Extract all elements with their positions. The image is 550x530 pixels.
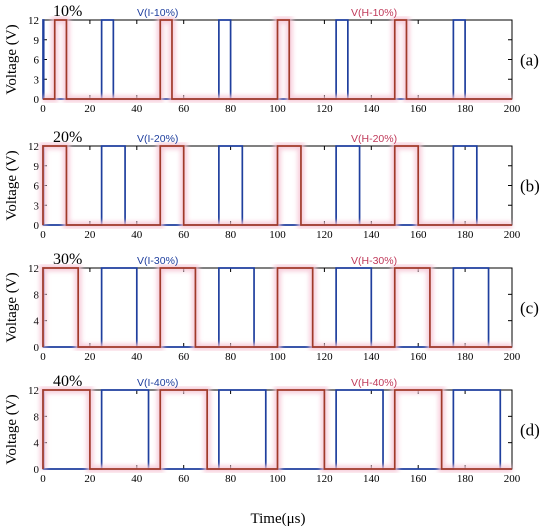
x-tick-label: 160: [410, 473, 427, 485]
legend-i: V(I-30%): [137, 255, 178, 267]
x-tick-label: 180: [457, 103, 474, 115]
panel-label: (c): [520, 299, 539, 318]
x-tick-label: 40: [131, 229, 143, 241]
duty-label: 40%: [53, 373, 82, 390]
x-tick-label: 100: [269, 473, 286, 485]
y-axis-label: Voltage (V): [4, 394, 20, 464]
duty-label: 20%: [53, 129, 82, 146]
x-tick-label: 40: [131, 351, 143, 363]
y-tick-label: 12: [28, 385, 39, 397]
legend-h: V(H-10%): [351, 7, 397, 19]
legend-h: V(H-40%): [351, 377, 397, 389]
legend-h: V(H-20%): [351, 133, 397, 145]
x-tick-label: 140: [363, 103, 380, 115]
series-line-h: [42, 145, 512, 226]
y-tick-label: 3: [34, 200, 40, 212]
duty-label: 10%: [53, 3, 82, 20]
panel-1: 0 20 40 60 80 100 120 140 160 180 200 0 3 6 9 12 V(I-10%…: [4, 3, 539, 115]
x-tick-label: 80: [225, 473, 237, 485]
x-tick-label: 0: [40, 473, 46, 485]
x-tick-label: 140: [363, 473, 380, 485]
series-line-i: [42, 267, 512, 348]
y-axis-label: Voltage (V): [4, 150, 20, 220]
x-tick-label: 120: [316, 351, 333, 363]
legend-i: V(I-10%): [137, 7, 178, 19]
legend-i: V(I-20%): [137, 133, 178, 145]
x-tick-label: 120: [316, 103, 333, 115]
x-tick-label: 140: [363, 229, 380, 241]
panel-label: (a): [520, 51, 539, 70]
y-tick-label: 9: [34, 161, 40, 173]
x-tick-label: 180: [457, 229, 474, 241]
x-tick-label: 60: [178, 473, 190, 485]
x-tick-label: 120: [316, 229, 333, 241]
x-tick-label: 200: [504, 103, 521, 115]
y-tick-label: 12: [28, 263, 39, 275]
x-tick-label: 20: [84, 103, 96, 115]
duty-label: 30%: [53, 251, 82, 268]
legend-i: V(I-40%): [137, 377, 178, 389]
y-tick-label: 3: [34, 74, 40, 86]
series-line-h: [42, 267, 512, 348]
y-tick-label: 0: [34, 94, 40, 106]
x-tick-label: 0: [40, 103, 46, 115]
x-tick-label: 20: [84, 351, 96, 363]
x-tick-label: 180: [457, 473, 474, 485]
panel-4: 0 20 40 60 80 100 120 140 160 180 200 0 4 8 12 V(I-40%)…: [4, 373, 540, 485]
y-tick-label: 12: [28, 141, 39, 153]
x-tick-label: 180: [457, 351, 474, 363]
panel-2: 0 20 40 60 80 100 120 140 160 180 200 0 3 6 9 12 V(I-20%…: [4, 129, 540, 241]
x-tick-label: 20: [84, 473, 96, 485]
x-tick-label: 40: [131, 473, 143, 485]
panel-label: (b): [520, 177, 540, 196]
y-tick-label: 12: [28, 15, 39, 27]
x-tick-label: 60: [178, 229, 190, 241]
x-tick-label: 40: [131, 103, 143, 115]
y-tick-label: 0: [34, 464, 40, 476]
y-axis-label: Voltage (V): [4, 24, 20, 94]
y-tick-label: 4: [34, 316, 40, 328]
x-tick-label: 200: [504, 473, 521, 485]
x-tick-label: 120: [316, 473, 333, 485]
x-axis-label: Time(μs): [251, 511, 306, 527]
x-tick-label: 160: [410, 351, 427, 363]
y-tick-label: 4: [34, 438, 40, 450]
y-tick-label: 8: [34, 411, 40, 423]
x-tick-label: 60: [178, 103, 190, 115]
y-tick-label: 8: [34, 289, 40, 301]
legend-h: V(H-30%): [351, 255, 397, 267]
y-tick-label: 0: [34, 342, 40, 354]
x-tick-label: 0: [40, 229, 46, 241]
x-tick-label: 200: [504, 351, 521, 363]
y-tick-label: 6: [34, 55, 40, 67]
series-line-i: [42, 389, 512, 470]
series-line-h: [42, 389, 512, 470]
x-tick-label: 160: [410, 229, 427, 241]
panel-3: 0 20 40 60 80 100 120 140 160 180 200 0 4 8 12 V(I-30%)…: [4, 251, 539, 363]
x-tick-label: 200: [504, 229, 521, 241]
panels: 0 20 40 60 80 100 120 140 160 180 200036912V(I-10%…: [4, 3, 540, 485]
x-tick-label: 80: [225, 351, 237, 363]
y-tick-label: 6: [34, 181, 40, 193]
x-tick-label: 80: [225, 229, 237, 241]
x-tick-label: 100: [269, 351, 286, 363]
x-tick-label: 140: [363, 351, 380, 363]
panel-label: (d): [520, 421, 540, 440]
x-tick-label: 0: [40, 351, 46, 363]
y-tick-label: 9: [34, 35, 40, 47]
x-tick-label: 60: [178, 351, 190, 363]
x-tick-label: 160: [410, 103, 427, 115]
x-tick-label: 20: [84, 229, 96, 241]
x-tick-label: 100: [269, 103, 286, 115]
series-line-h: [43, 19, 512, 100]
y-tick-label: 0: [34, 220, 40, 232]
x-tick-label: 80: [225, 103, 237, 115]
y-axis-label: Voltage (V): [4, 272, 20, 342]
x-tick-label: 100: [269, 229, 286, 241]
